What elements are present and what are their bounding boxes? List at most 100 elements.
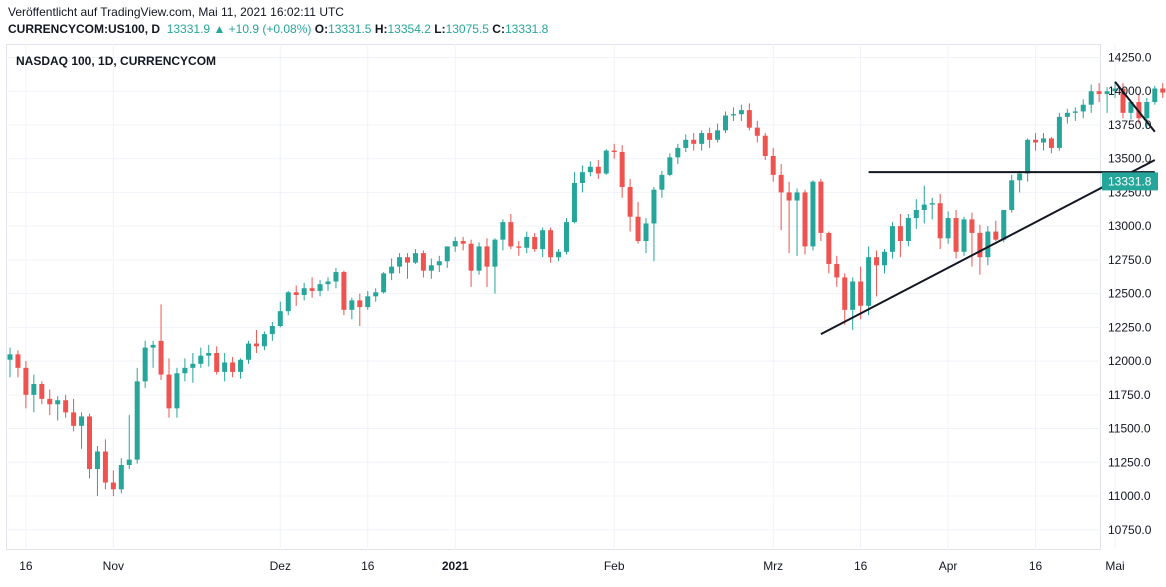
candle-down[interactable]: [87, 413, 92, 479]
candle-up[interactable]: [238, 358, 244, 379]
candle-down[interactable]: [23, 361, 29, 409]
candle-up[interactable]: [715, 123, 721, 143]
candle-down[interactable]: [357, 293, 363, 327]
candle-down[interactable]: [969, 212, 975, 267]
candle-up[interactable]: [150, 340, 156, 368]
candle-up[interactable]: [277, 301, 283, 328]
candle-down[interactable]: [15, 350, 21, 378]
candle-up[interactable]: [325, 277, 331, 291]
candle-down[interactable]: [341, 270, 347, 316]
candle-down[interactable]: [110, 470, 116, 497]
candle-up[interactable]: [452, 236, 458, 252]
candle-up[interactable]: [94, 446, 100, 497]
candle-up[interactable]: [556, 249, 562, 262]
candle-up[interactable]: [1112, 81, 1118, 98]
candle-down[interactable]: [595, 160, 601, 179]
candle-up[interactable]: [929, 197, 935, 220]
candle-down[interactable]: [977, 224, 983, 275]
candle-up[interactable]: [603, 149, 609, 175]
candle-down[interactable]: [102, 439, 108, 490]
candle-up[interactable]: [126, 415, 132, 470]
candle-up[interactable]: [723, 111, 728, 134]
candle-up[interactable]: [1080, 99, 1086, 119]
candle-up[interactable]: [333, 267, 339, 289]
candle-up[interactable]: [921, 185, 927, 224]
candle-up[interactable]: [476, 242, 482, 275]
candle-down[interactable]: [778, 164, 784, 231]
candle-down[interactable]: [468, 239, 474, 287]
candle-up[interactable]: [206, 344, 212, 367]
candle-up[interactable]: [31, 374, 37, 413]
candle-up[interactable]: [738, 104, 744, 121]
candle-down[interactable]: [858, 266, 864, 320]
candle-up[interactable]: [79, 412, 85, 449]
candle-up[interactable]: [246, 340, 251, 364]
candle-up[interactable]: [1072, 107, 1078, 121]
candle-up[interactable]: [675, 143, 681, 165]
candles[interactable]: [7, 81, 1166, 497]
candle-up[interactable]: [428, 258, 434, 279]
candle-down[interactable]: [818, 178, 824, 242]
candle-up[interactable]: [810, 180, 816, 251]
candle-down[interactable]: [707, 127, 713, 148]
candle-down[interactable]: [158, 304, 164, 380]
candle-up[interactable]: [397, 253, 403, 274]
candle-down[interactable]: [770, 147, 776, 182]
candle-down[interactable]: [1033, 133, 1039, 151]
trendline-drawing[interactable]: [1114, 81, 1156, 133]
candle-down[interactable]: [786, 181, 792, 254]
candle-up[interactable]: [500, 219, 506, 251]
candle-down[interactable]: [635, 201, 641, 244]
candle-up[interactable]: [1064, 108, 1070, 124]
candle-up[interactable]: [866, 246, 872, 316]
candle-down[interactable]: [937, 193, 943, 250]
candle-down[interactable]: [874, 250, 880, 297]
candle-up[interactable]: [436, 255, 442, 273]
candle-down[interactable]: [1160, 83, 1166, 98]
candle-up[interactable]: [412, 249, 418, 264]
candle-up[interactable]: [1144, 97, 1150, 130]
candle-up[interactable]: [643, 218, 649, 254]
candle-up[interactable]: [190, 352, 196, 383]
candle-down[interactable]: [548, 227, 554, 263]
candle-up[interactable]: [730, 107, 736, 121]
candle-up[interactable]: [317, 280, 323, 297]
candle-down[interactable]: [746, 103, 752, 131]
candle-down[interactable]: [826, 231, 832, 274]
candle-up[interactable]: [349, 297, 355, 320]
candle-up[interactable]: [373, 288, 379, 302]
trendline-drawings[interactable]: [820, 81, 1156, 335]
candle-up[interactable]: [389, 258, 395, 281]
candle-down[interactable]: [1096, 83, 1102, 103]
candle-up[interactable]: [222, 352, 228, 382]
candle-down[interactable]: [619, 145, 625, 198]
candle-down[interactable]: [309, 277, 315, 298]
candle-down[interactable]: [71, 398, 77, 432]
candle-down[interactable]: [897, 214, 903, 258]
candle-up[interactable]: [174, 367, 180, 418]
candle-up[interactable]: [1025, 138, 1031, 182]
candle-up[interactable]: [1041, 133, 1046, 151]
candle-up[interactable]: [381, 272, 387, 294]
candle-up[interactable]: [961, 216, 967, 256]
candle-up[interactable]: [683, 134, 689, 152]
candle-up[interactable]: [1009, 174, 1015, 213]
candle-up[interactable]: [1152, 85, 1158, 105]
candle-down[interactable]: [293, 285, 299, 306]
candle-up[interactable]: [182, 358, 188, 382]
candle-up[interactable]: [540, 227, 546, 258]
candle-up[interactable]: [905, 214, 911, 247]
candle-up[interactable]: [285, 290, 291, 316]
candle-up[interactable]: [1088, 84, 1094, 113]
candle-up[interactable]: [794, 188, 800, 256]
candle-up[interactable]: [7, 347, 13, 378]
candle-up[interactable]: [142, 340, 148, 389]
candle-up[interactable]: [1128, 100, 1134, 120]
candle-down[interactable]: [627, 178, 633, 232]
candle-up[interactable]: [492, 238, 498, 294]
candle-up[interactable]: [882, 249, 887, 274]
candle-down[interactable]: [953, 209, 959, 259]
candle-up[interactable]: [524, 231, 530, 254]
candle-down[interactable]: [842, 273, 848, 325]
